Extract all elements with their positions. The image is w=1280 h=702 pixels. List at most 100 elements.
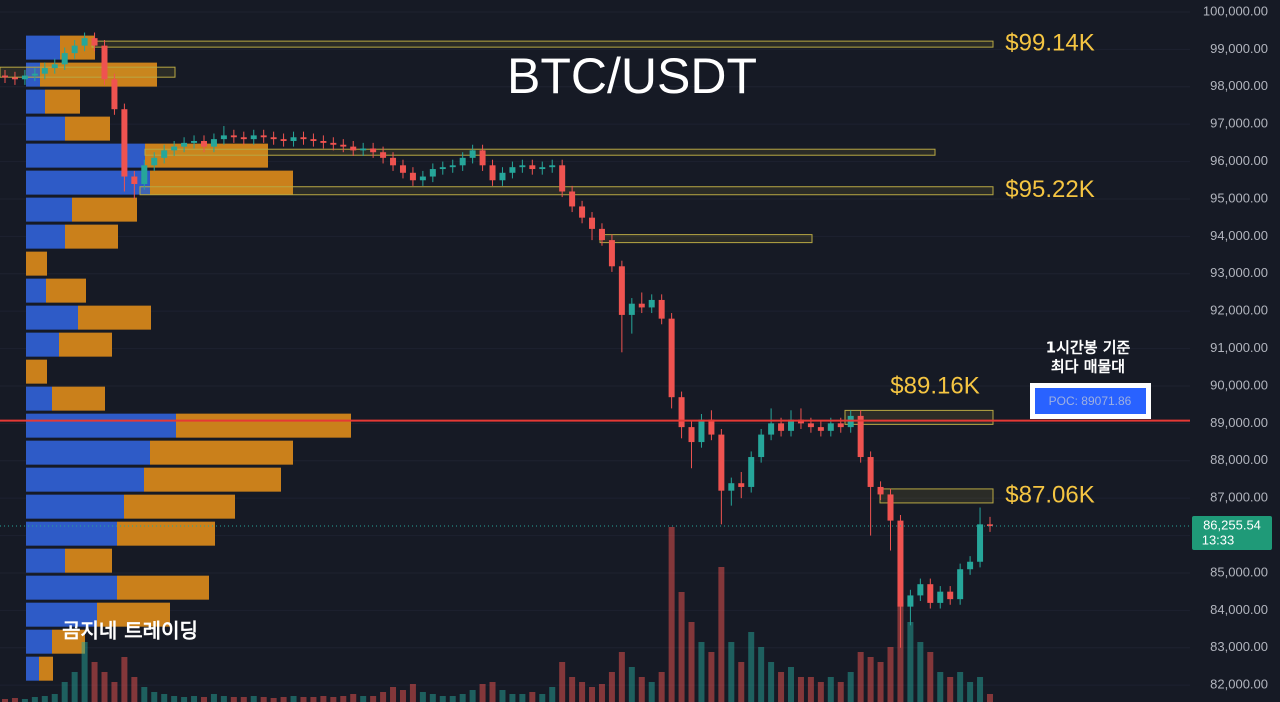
volume-bar bbox=[260, 697, 267, 702]
volume-bar bbox=[280, 697, 287, 702]
zone-box bbox=[0, 66, 176, 78]
profile-sell bbox=[52, 386, 105, 411]
candle-body bbox=[748, 457, 755, 487]
candle-body bbox=[668, 318, 675, 398]
candle-body bbox=[598, 228, 605, 241]
candle-body bbox=[141, 165, 148, 185]
profile-sell bbox=[150, 440, 293, 465]
candle-body bbox=[658, 299, 665, 319]
volume-bar bbox=[917, 642, 924, 702]
zone-box bbox=[599, 234, 813, 244]
volume-bar bbox=[867, 657, 874, 702]
y-tick-label: 100,000.00 bbox=[1203, 3, 1268, 18]
candle-body bbox=[758, 434, 765, 458]
candle-body bbox=[220, 135, 227, 140]
candle-body bbox=[280, 139, 287, 141]
volume-bar bbox=[897, 602, 904, 702]
volume-bar bbox=[250, 696, 257, 702]
volume-bar bbox=[957, 672, 964, 702]
candle-body bbox=[529, 165, 536, 170]
volume-bar bbox=[390, 687, 397, 702]
volume-bar bbox=[439, 696, 446, 702]
volume-bar bbox=[71, 672, 78, 702]
volume-bar bbox=[887, 647, 894, 702]
watermark: 곰지네 트레이딩 bbox=[62, 619, 198, 643]
profile-sell bbox=[124, 494, 235, 519]
profile-buy bbox=[26, 629, 52, 654]
poc-label: POC: 89071.86 bbox=[1049, 394, 1132, 408]
candle-body bbox=[499, 172, 506, 181]
candle-body bbox=[917, 584, 924, 596]
candle-body bbox=[569, 191, 576, 207]
volume-bar bbox=[290, 696, 297, 702]
volume-bar bbox=[240, 697, 247, 702]
candle-body bbox=[171, 146, 178, 151]
profile-sell bbox=[117, 521, 215, 546]
volume-bar bbox=[628, 667, 635, 702]
candle-body bbox=[11, 77, 18, 80]
volume-bar bbox=[788, 667, 795, 702]
candle-body bbox=[618, 266, 625, 315]
volume-bar bbox=[768, 662, 775, 702]
candle-body bbox=[399, 165, 406, 173]
volume-bar bbox=[340, 696, 347, 702]
candle-body bbox=[469, 150, 476, 158]
profile-sell bbox=[39, 656, 53, 681]
candle-body bbox=[200, 140, 207, 147]
candle-body bbox=[380, 152, 387, 158]
y-tick-label: 89,000.00 bbox=[1210, 415, 1268, 430]
candle-body bbox=[778, 423, 785, 431]
volume-bar bbox=[519, 694, 526, 702]
volume-bar bbox=[738, 662, 745, 702]
volume-bar bbox=[230, 697, 237, 702]
profile-buy bbox=[26, 170, 150, 195]
volume-bar bbox=[171, 696, 178, 702]
profile-buy bbox=[26, 386, 52, 411]
volume-bar bbox=[648, 682, 655, 702]
zone-box bbox=[879, 488, 994, 504]
candle-body bbox=[688, 427, 695, 443]
volume-bar bbox=[2, 699, 8, 702]
candle-body bbox=[310, 139, 317, 141]
candle-body bbox=[429, 169, 436, 177]
candle-body bbox=[718, 434, 725, 491]
profile-sell bbox=[52, 629, 85, 654]
candle-body bbox=[260, 135, 267, 138]
countdown: 13:33 bbox=[1202, 532, 1235, 547]
candle-body bbox=[51, 64, 58, 69]
candle-body bbox=[887, 494, 894, 521]
y-tick-label: 88,000.00 bbox=[1210, 452, 1268, 467]
candle-body bbox=[290, 137, 297, 141]
volume-bar bbox=[310, 697, 317, 702]
volume-bar bbox=[151, 692, 158, 702]
volume-bar bbox=[837, 682, 844, 702]
volume-bar bbox=[658, 672, 665, 702]
profile-buy bbox=[26, 494, 124, 519]
volume-bar bbox=[101, 672, 108, 702]
candle-body bbox=[479, 150, 486, 166]
candle-body bbox=[121, 109, 128, 177]
volume-bar bbox=[927, 652, 934, 702]
volume-bar bbox=[608, 672, 615, 702]
candle-body bbox=[539, 167, 546, 170]
last-price-label: 86,255.54 bbox=[1203, 517, 1261, 532]
candle-body bbox=[549, 165, 556, 168]
profile-sell bbox=[72, 197, 137, 222]
volume-bar bbox=[141, 687, 148, 702]
volume-bar bbox=[579, 682, 586, 702]
volume-bar bbox=[31, 697, 38, 702]
candle-body bbox=[71, 45, 78, 54]
candle-body bbox=[728, 483, 735, 491]
volume-bar bbox=[778, 672, 785, 702]
volume-bar bbox=[181, 697, 188, 702]
profile-sell bbox=[78, 305, 151, 330]
y-tick-label: 90,000.00 bbox=[1210, 377, 1268, 392]
profile-buy bbox=[26, 656, 39, 681]
candle-body bbox=[857, 415, 864, 458]
candle-body bbox=[589, 217, 596, 229]
volume-bar bbox=[459, 694, 466, 702]
volume-bar bbox=[718, 567, 725, 702]
volume-bar bbox=[877, 662, 884, 702]
volume-bar bbox=[360, 696, 367, 702]
